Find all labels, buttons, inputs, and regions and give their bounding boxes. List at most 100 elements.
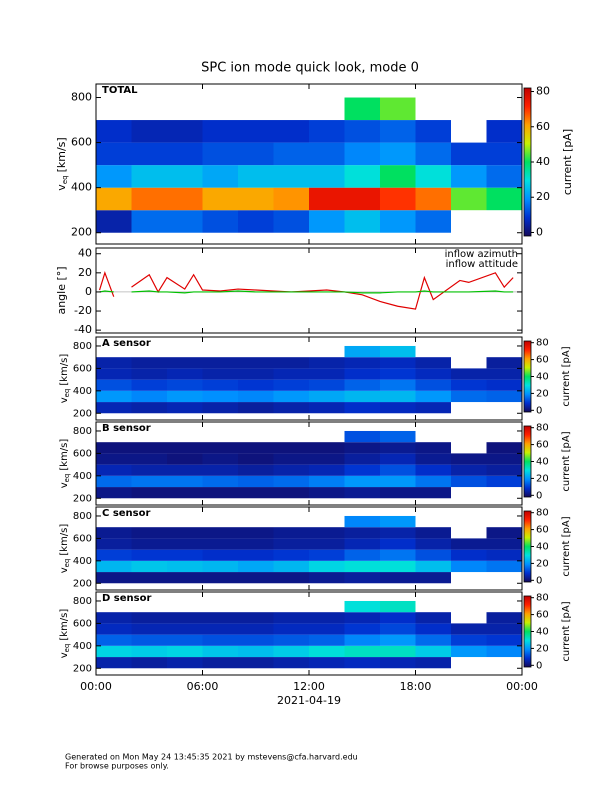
spectrogram-cell — [380, 527, 416, 539]
spectrogram-cell — [273, 475, 309, 488]
y-axis-title-part: v — [59, 397, 70, 403]
x-tick-label: 00:00 — [506, 680, 538, 693]
spectrogram-cell — [96, 527, 132, 539]
plot-area — [96, 97, 522, 233]
spectrogram-cell — [273, 368, 309, 380]
spectrogram-cell — [96, 379, 132, 391]
spectrogram-cell — [167, 612, 203, 624]
spectrogram-cell — [486, 549, 522, 561]
y-axis-title: veq [km/s] — [59, 524, 71, 574]
y-tick-label: 400 — [71, 181, 92, 194]
spectrogram-cell — [273, 560, 309, 573]
spectrogram-cell — [380, 345, 416, 358]
spectrogram-cell — [415, 368, 451, 380]
spectrogram-cell — [238, 612, 274, 624]
spectrogram-cell — [273, 623, 309, 635]
spectrogram-cell — [344, 623, 380, 635]
spectrogram-cell — [309, 464, 345, 476]
spectrogram-cell — [415, 634, 451, 646]
y-axis-title: veq [km/s] — [59, 609, 71, 659]
y-axis-title-part: [km/s] — [55, 137, 68, 172]
spectrogram-cell — [309, 187, 345, 211]
spectrogram-cell — [238, 379, 274, 391]
spectrogram-cell — [131, 527, 167, 539]
spectrogram-cell — [273, 487, 309, 499]
spectrogram-cell — [238, 560, 274, 573]
spectrogram-cell — [486, 165, 522, 188]
spectrogram-cell — [131, 657, 167, 669]
spectrogram-cell — [344, 538, 380, 550]
spectrogram-cell — [96, 645, 132, 658]
spectrogram-cell — [344, 464, 380, 476]
spectrogram-cell — [238, 634, 274, 646]
y-tick-label: 200 — [71, 226, 92, 239]
spectrogram-cell — [415, 475, 451, 488]
colorbar-tick-label: 0 — [536, 225, 543, 238]
spectrogram-cell — [451, 560, 487, 573]
spectrogram-cell — [131, 538, 167, 550]
spectrogram-cell — [486, 527, 522, 539]
spectrogram-cell — [309, 453, 345, 465]
spectrogram-cell — [167, 464, 203, 476]
spectrogram-cell — [344, 527, 380, 539]
spectrogram-cell — [131, 379, 167, 391]
spectrogram-cell — [415, 379, 451, 391]
spectrogram-cell — [451, 475, 487, 488]
spectrogram-cell — [344, 612, 380, 624]
spectrogram-cell — [486, 538, 522, 550]
y-tick-label: 20 — [78, 266, 92, 279]
spectrogram-cell — [202, 390, 238, 403]
spectrogram-cell — [273, 165, 309, 188]
spectrogram-cell — [238, 475, 274, 488]
spectrogram-cell — [167, 379, 203, 391]
spectrogram-cell — [273, 210, 309, 233]
colorbar — [523, 340, 532, 413]
colorbar-tick-label: 60 — [536, 440, 549, 451]
spectrogram-cell — [238, 165, 274, 188]
y-axis-title-part: [km/s] — [59, 609, 70, 641]
spectrogram-cell — [131, 210, 167, 233]
y-tick-label: 400 — [73, 471, 92, 482]
y-axis-title: veq [km/s] — [59, 439, 71, 489]
spectrogram-cell — [486, 379, 522, 391]
spectrogram-cell — [202, 572, 238, 584]
spectrogram-cell — [344, 487, 380, 499]
spectrogram-cell — [96, 453, 132, 465]
spectrogram-cell — [202, 120, 238, 143]
angle-line — [131, 272, 514, 310]
spectrogram-cell — [486, 453, 522, 465]
spectrogram-cell — [96, 187, 132, 211]
spectrogram-cell — [238, 623, 274, 635]
colorbar-label: current [pA] — [561, 601, 572, 661]
spectrogram-cell — [309, 634, 345, 646]
y-tick-label: -20 — [74, 304, 92, 317]
spectrogram-cell — [309, 379, 345, 391]
spectrogram-cell — [344, 453, 380, 465]
spectrogram-cell — [344, 515, 380, 528]
spectrogram-cell — [131, 165, 167, 188]
spectrogram-cell — [486, 623, 522, 635]
spectrogram-cell — [380, 187, 416, 211]
spectrogram-cell — [202, 402, 238, 414]
spectrogram-cell — [273, 645, 309, 658]
colorbar-label: current [pA] — [561, 346, 572, 406]
plot-area — [96, 430, 522, 499]
colorbar — [523, 87, 532, 237]
spectrogram-cell — [380, 402, 416, 414]
spectrogram-cell — [238, 390, 274, 403]
panel-label: A sensor — [102, 338, 151, 349]
x-tick-label: 12:00 — [293, 680, 325, 693]
spectrogram-cell — [96, 357, 132, 369]
spectrogram-cell — [131, 634, 167, 646]
spectrogram-cell — [96, 538, 132, 550]
spectrogram-cell — [273, 402, 309, 414]
spectrogram-cell — [202, 453, 238, 465]
spectrogram-cell — [202, 187, 238, 211]
spectrogram-cell — [309, 623, 345, 635]
legend-entry: inflow azimuth — [445, 249, 518, 260]
spectrogram-cell — [380, 560, 416, 573]
spectrogram-cell — [167, 538, 203, 550]
spectrogram-cell — [451, 623, 487, 635]
spectrogram-cell — [415, 623, 451, 635]
